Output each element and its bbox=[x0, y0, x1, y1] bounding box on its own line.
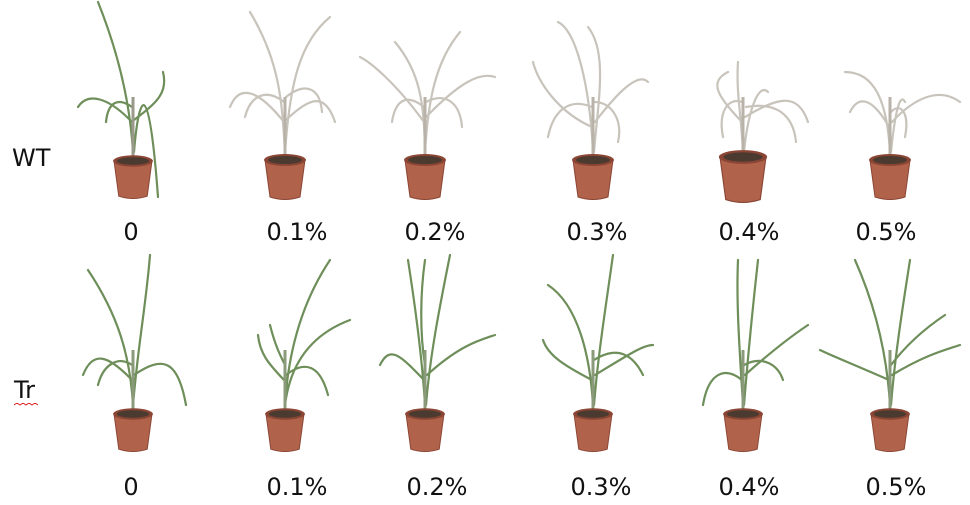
conc-label-tr-2: 0.2% bbox=[406, 473, 468, 501]
leaves bbox=[358, 30, 497, 154]
pot bbox=[265, 413, 305, 452]
plant-wt-5 bbox=[815, 2, 965, 207]
leaves bbox=[378, 253, 497, 407]
plant-wt-1 bbox=[210, 2, 360, 207]
soil bbox=[116, 410, 150, 418]
plant-tr-2 bbox=[350, 253, 500, 460]
leaves bbox=[81, 253, 188, 407]
pot bbox=[870, 413, 910, 452]
conc-label-tr-5: 0.5% bbox=[865, 473, 927, 501]
plant-tr-3 bbox=[518, 253, 668, 460]
pot-group bbox=[113, 155, 153, 199]
conc-label-tr-4: 0.4% bbox=[718, 473, 780, 501]
plant-tr-0 bbox=[58, 253, 208, 460]
spellcheck-underline bbox=[14, 403, 38, 406]
pot-group bbox=[572, 154, 614, 200]
pot bbox=[404, 159, 446, 200]
leaves bbox=[818, 258, 962, 407]
pot-group bbox=[573, 408, 613, 452]
pot bbox=[719, 156, 767, 203]
pot-group bbox=[404, 154, 446, 200]
pot-group bbox=[265, 408, 305, 452]
plant-wt-4 bbox=[668, 2, 818, 207]
conc-label-wt-4: 0.4% bbox=[718, 218, 780, 246]
soil bbox=[408, 410, 442, 418]
leaves bbox=[716, 60, 810, 154]
soil bbox=[726, 410, 760, 418]
leaves bbox=[256, 258, 352, 407]
leaves bbox=[541, 253, 655, 407]
pot-group bbox=[405, 408, 445, 452]
pot bbox=[573, 413, 613, 452]
leaves bbox=[228, 10, 337, 154]
soil bbox=[576, 410, 610, 418]
conc-label-tr-3: 0.3% bbox=[570, 473, 632, 501]
soil bbox=[408, 156, 442, 164]
conc-label-wt-5: 0.5% bbox=[855, 218, 917, 246]
plant-wt-3 bbox=[518, 2, 668, 207]
conc-label-wt-2: 0.2% bbox=[404, 218, 466, 246]
pot bbox=[264, 159, 306, 200]
soil bbox=[576, 156, 610, 164]
plant-tr-1 bbox=[210, 255, 360, 460]
row-label-tr-text: Tr bbox=[14, 376, 35, 404]
conc-label-wt-0: 0 bbox=[123, 218, 139, 246]
soil bbox=[873, 410, 907, 418]
soil bbox=[268, 410, 302, 418]
leaves bbox=[76, 0, 166, 199]
plant-tr-5 bbox=[815, 255, 965, 460]
conc-label-tr-1: 0.1% bbox=[266, 473, 328, 501]
pot bbox=[113, 413, 153, 452]
soil bbox=[873, 156, 907, 164]
plant-wt-0 bbox=[58, 0, 208, 207]
row-label-wt: WT bbox=[12, 144, 51, 172]
leaves bbox=[701, 258, 810, 407]
pot bbox=[723, 413, 763, 452]
conc-label-tr-0: 0 bbox=[123, 473, 139, 501]
leaves bbox=[843, 70, 962, 154]
pot-group bbox=[113, 408, 153, 452]
plant-tr-4 bbox=[668, 255, 818, 460]
row-label-tr: Tr bbox=[14, 378, 38, 407]
pot bbox=[869, 159, 911, 200]
soil bbox=[268, 156, 302, 164]
soil bbox=[723, 152, 763, 162]
pot-group bbox=[718, 150, 768, 203]
pot bbox=[405, 413, 445, 452]
conc-label-wt-1: 0.1% bbox=[266, 218, 328, 246]
leaves bbox=[531, 20, 650, 154]
pot bbox=[113, 160, 153, 199]
soil bbox=[116, 157, 150, 165]
pot-group bbox=[723, 408, 763, 452]
pot-group bbox=[264, 154, 306, 200]
plant-wt-2 bbox=[350, 2, 500, 207]
pot-group bbox=[870, 408, 910, 452]
pot-group bbox=[869, 154, 911, 200]
conc-label-wt-3: 0.3% bbox=[566, 218, 628, 246]
pot bbox=[572, 159, 614, 200]
